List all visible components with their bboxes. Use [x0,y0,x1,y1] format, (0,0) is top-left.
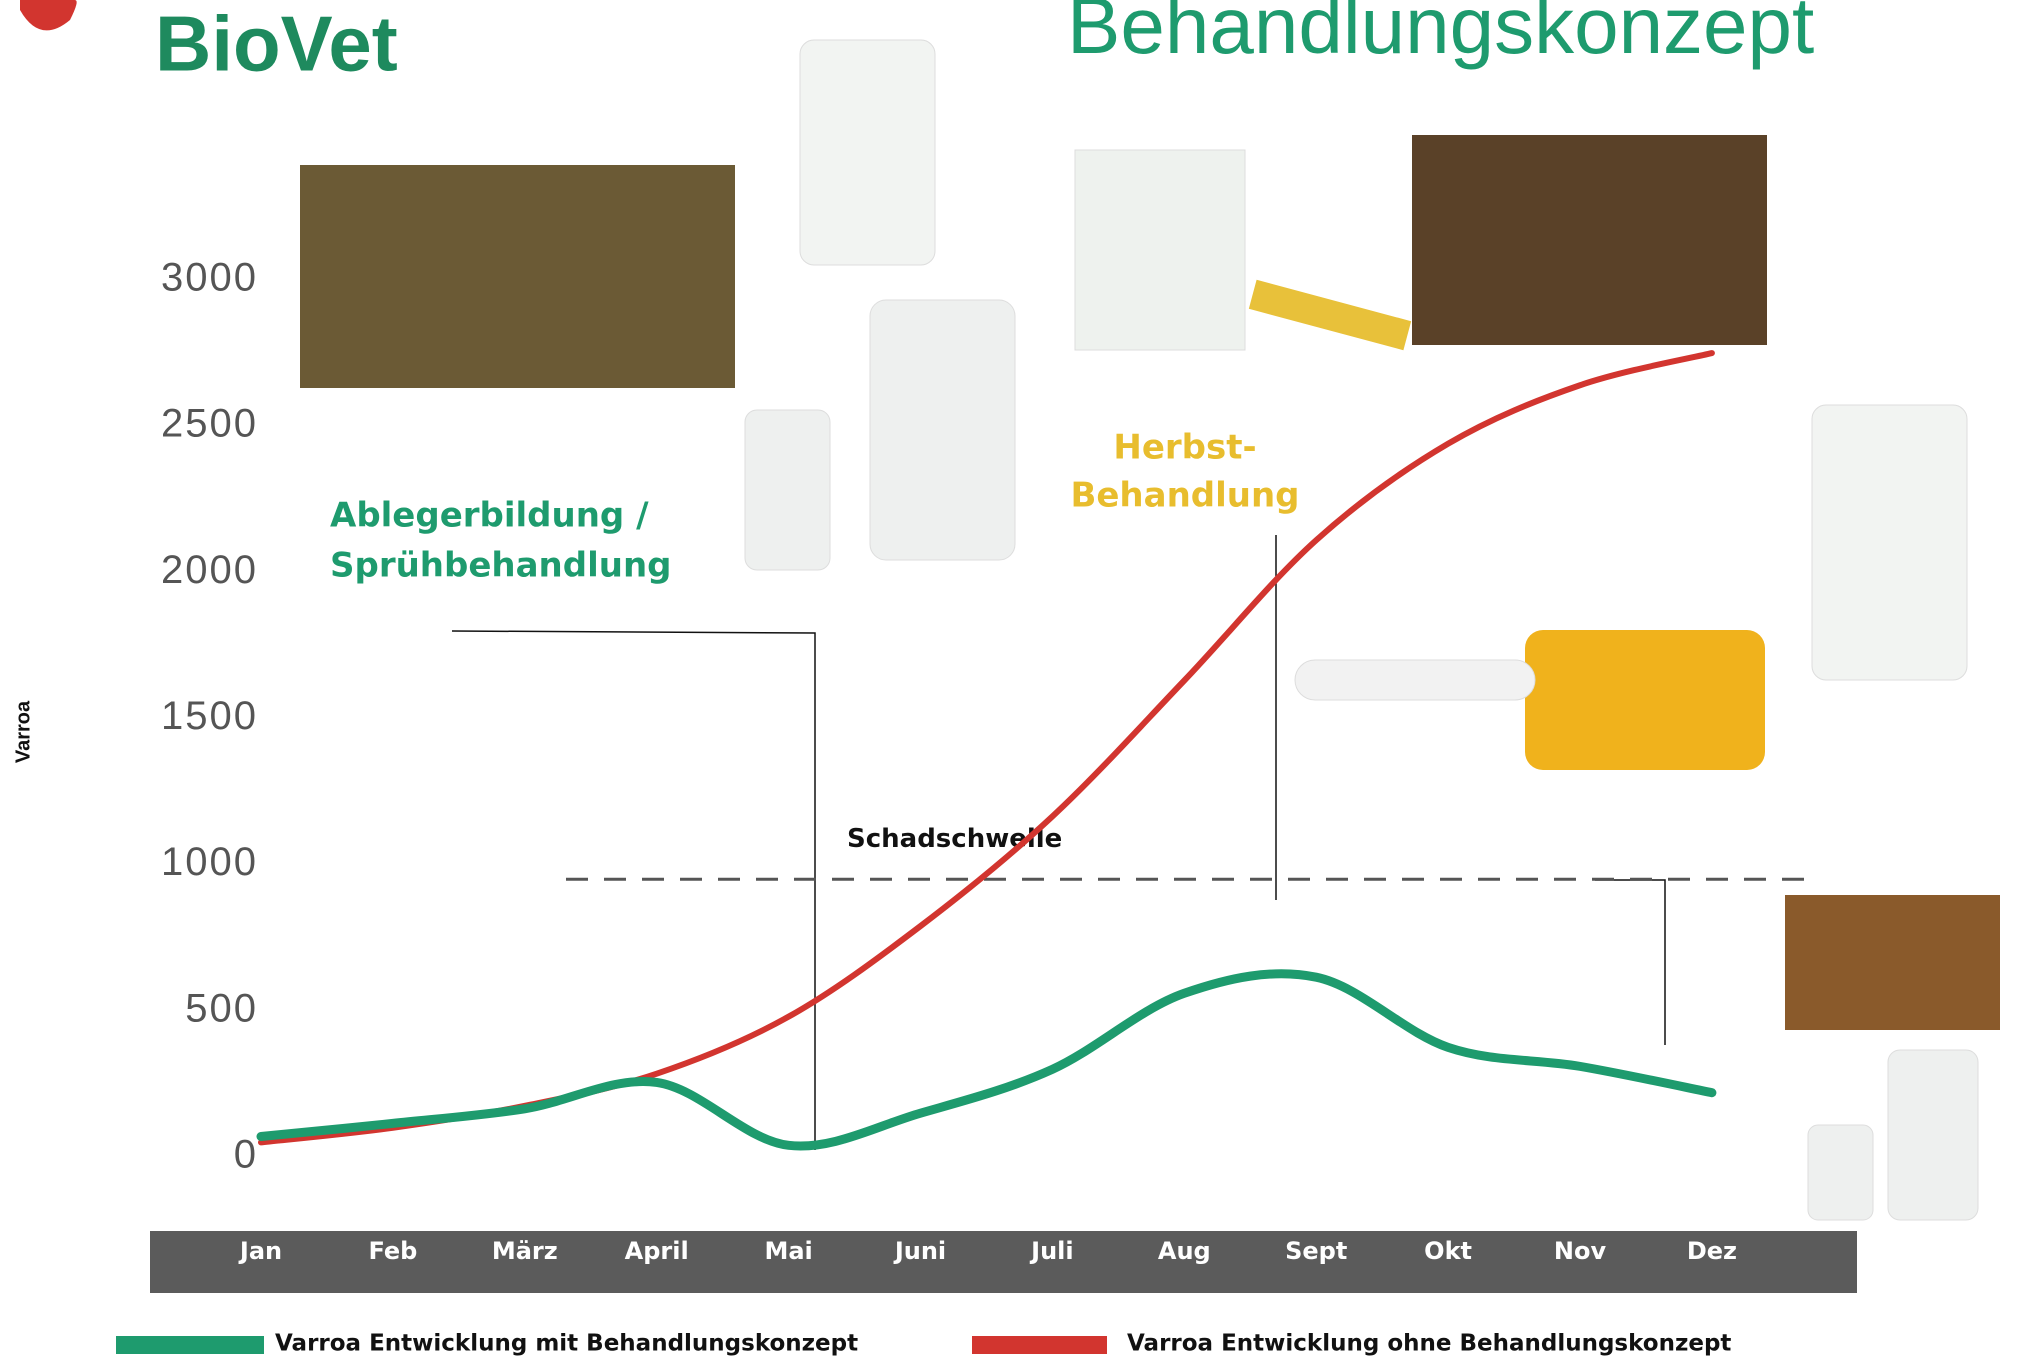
x-tick-label: Nov [1554,1237,1607,1265]
photo-device [1525,630,1765,770]
x-tick-label: April [625,1237,689,1265]
chart: BioVet Behandlungskonzept Varroa 0 500 100… [0,0,2017,1357]
photo-bottle [800,40,935,265]
annotation: Sprühbehandlung [330,546,672,586]
y-tick-label: 3000 [161,256,258,300]
photo-device [1295,660,1535,700]
legend-label: Varroa Entwicklung mit Behandlungskonzep… [275,1331,858,1357]
photo-strip [1249,280,1411,350]
annotation: Behandlung [1070,476,1299,516]
annotation: Herbst- [1113,428,1256,468]
photo-bottle [1888,1050,1978,1220]
y-tick-label: 500 [185,986,258,1030]
photo-bottle [1812,405,1967,680]
x-tick-label: Aug [1158,1237,1211,1265]
legend-label: Varroa Entwicklung ohne Behandlungskonze… [1127,1331,1731,1357]
legend-swatch [972,1336,1107,1354]
y-tick-label: 1000 [161,840,258,884]
y-tick-label: 0 [234,1133,258,1177]
photo-hive [1412,135,1767,345]
logo-mark [20,0,77,30]
x-tick-label: Juni [893,1237,946,1265]
photos [300,40,2000,1220]
photo-frame [300,165,735,388]
series-line [261,974,1712,1146]
annotation: Ablegerbildung / [330,496,649,536]
y-tick-label: 2000 [161,548,258,592]
photo-pack [1075,150,1245,350]
pointer-line [452,631,815,1150]
photo-bottle [1808,1125,1873,1220]
chart-title: Behandlungskonzept [1067,0,1814,70]
x-tick-label: Sept [1285,1237,1347,1265]
photo-bottle [870,300,1015,560]
y-tick-label: 1500 [161,694,258,738]
pointer-line [1595,880,1665,1045]
logo: BioVet [155,0,398,88]
x-tick-label: Mai [764,1237,812,1265]
x-tick-label: Dez [1687,1237,1737,1265]
photo-bottle [745,410,830,570]
legend-swatch [116,1336,264,1354]
y-axis-label: Varroa [12,700,34,763]
x-tick-label: März [492,1237,558,1265]
x-tick-label: Feb [368,1237,417,1265]
photo-hive [1785,895,2000,1030]
x-tick-label: Okt [1424,1237,1472,1265]
x-tick-label: Juli [1029,1237,1073,1265]
x-tick-label: Jan [238,1237,282,1265]
y-tick-label: 2500 [161,402,258,446]
